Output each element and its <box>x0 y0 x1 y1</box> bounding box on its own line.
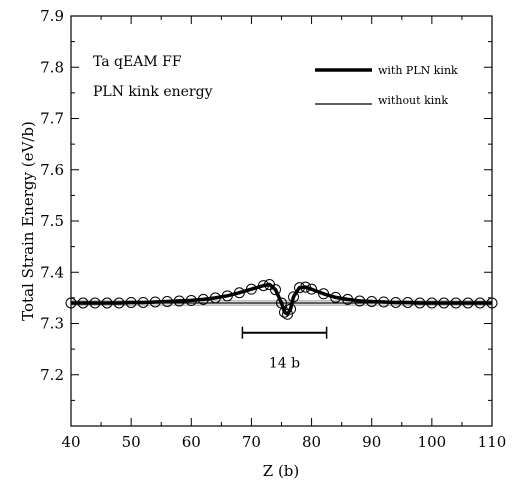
with-kink-point-0 <box>65 297 77 309</box>
with-kink-point-32 <box>378 296 390 308</box>
with-kink-point-25 <box>300 281 312 293</box>
with-kink-point-5 <box>125 296 137 308</box>
y-tick-label-7-2: 7.2 <box>40 366 64 384</box>
x-tick-label-50: 50 <box>122 433 141 451</box>
with-kink-point-38 <box>450 297 462 309</box>
y-tick-label-7-5: 7.5 <box>40 212 64 230</box>
with-kink-point-31 <box>366 295 378 307</box>
with-kink-point-9 <box>173 295 185 307</box>
with-kink-point-8 <box>161 295 173 307</box>
with-kink-point-23 <box>288 291 300 303</box>
with-kink-point-29 <box>342 293 354 305</box>
x-tick-label-100: 100 <box>418 433 447 451</box>
y-tick-label-7-4: 7.4 <box>40 263 64 281</box>
y-tick-label-7-9: 7.9 <box>40 7 64 25</box>
with-kink-point-18 <box>269 284 281 296</box>
y-tick-label-7-3: 7.3 <box>40 315 64 333</box>
y-axis-label: Total Strain Energy (eV/b) <box>19 121 37 321</box>
with-kink-point-28 <box>330 291 342 303</box>
with-kink-point-10 <box>185 294 197 306</box>
with-kink-point-1 <box>77 297 89 309</box>
with-kink-point-27 <box>318 288 330 300</box>
x-tick-label-70: 70 <box>242 433 261 451</box>
with-kink-point-40 <box>474 297 486 309</box>
y-tick-label-7-7: 7.7 <box>40 110 64 128</box>
y-tick-label-7-8: 7.8 <box>40 58 64 76</box>
annotation-energy: PLN kink energy <box>93 84 213 100</box>
x-tick-label-40: 40 <box>61 433 80 451</box>
with-kink-point-34 <box>402 296 414 308</box>
with-kink-point-30 <box>354 295 366 307</box>
with-kink-point-15 <box>245 283 257 295</box>
series-layer <box>65 279 498 320</box>
with-kink-point-4 <box>113 297 125 309</box>
with-kink-point-36 <box>426 297 438 309</box>
with-kink-point-7 <box>149 296 161 308</box>
with-kink-point-14 <box>233 287 245 299</box>
legend: with PLN kink without kink <box>315 64 458 107</box>
with-kink-point-33 <box>390 296 402 308</box>
with-kink-point-2 <box>89 297 101 309</box>
with-kink-point-39 <box>462 297 474 309</box>
y-tick-label-7-6: 7.6 <box>40 161 64 179</box>
with-kink-point-41 <box>486 297 498 309</box>
with-kink-point-11 <box>197 293 209 305</box>
with-kink-point-6 <box>137 296 149 308</box>
with-kink-point-12 <box>209 292 221 304</box>
x-tick-label-80: 80 <box>302 433 321 451</box>
with-kink-point-13 <box>221 290 233 302</box>
with-kink-point-20 <box>279 306 291 318</box>
scale-bar-label: 14 b <box>269 356 300 372</box>
annotation-layer: Ta qEAM FF PLN kink energy 14 b <box>93 54 328 372</box>
tick-group: 40 50 60 70 80 90 100 110 7.2 7.3 7.4 7.5 7.6 7.7 7.8 7… <box>40 7 506 451</box>
with-kink-point-22 <box>285 303 297 315</box>
x-axis-label: Z (b) <box>263 462 300 480</box>
with-kink-point-3 <box>101 297 113 309</box>
x-tick-label-90: 90 <box>362 433 381 451</box>
legend-label-with-kink: with PLN kink <box>378 64 458 77</box>
annotation-model: Ta qEAM FF <box>93 54 182 70</box>
with-kink-point-35 <box>414 297 426 309</box>
with-kink-point-37 <box>438 297 450 309</box>
x-tick-label-60: 60 <box>182 433 201 451</box>
x-tick-label-110: 110 <box>478 433 507 451</box>
with-kink-point-26 <box>306 283 318 295</box>
series-with-kink-line <box>71 282 492 317</box>
with-kink-point-24 <box>294 282 306 294</box>
legend-label-without-kink: without kink <box>378 94 448 107</box>
with-kink-point-16 <box>257 280 269 292</box>
